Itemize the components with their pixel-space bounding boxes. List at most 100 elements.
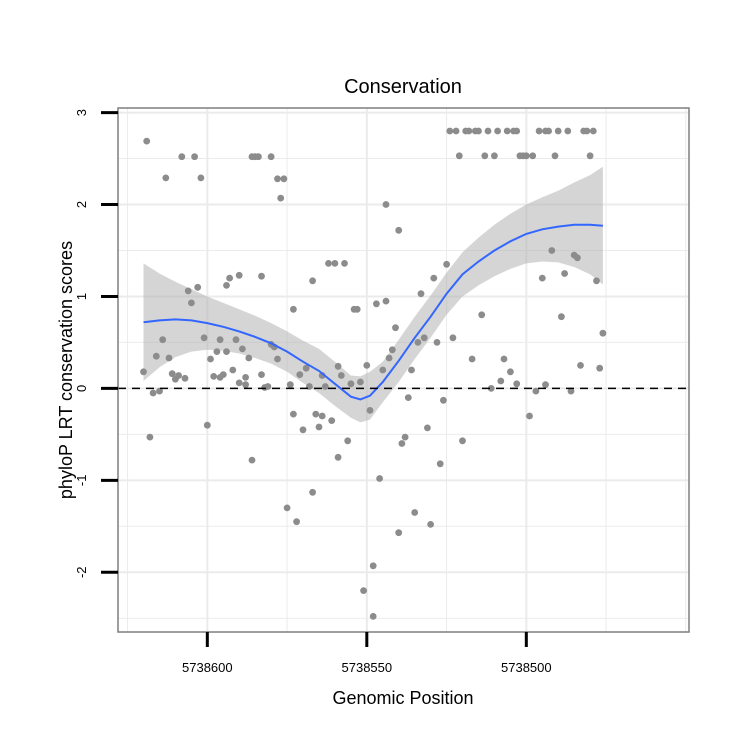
data-point bbox=[475, 127, 482, 135]
data-point bbox=[274, 175, 281, 183]
data-point bbox=[392, 324, 399, 332]
data-point bbox=[242, 381, 250, 389]
data-point bbox=[440, 396, 447, 404]
data-point bbox=[360, 587, 367, 594]
data-point bbox=[532, 387, 540, 395]
data-point bbox=[207, 355, 214, 363]
data-point bbox=[191, 153, 199, 161]
data-point bbox=[599, 329, 607, 337]
data-point bbox=[143, 137, 151, 145]
data-point bbox=[574, 254, 581, 262]
data-point bbox=[433, 339, 441, 346]
data-point bbox=[481, 152, 489, 160]
data-point bbox=[497, 377, 505, 385]
data-point bbox=[337, 372, 345, 379]
data-point bbox=[455, 152, 463, 160]
data-point bbox=[197, 174, 205, 182]
data-point bbox=[283, 504, 291, 512]
y-axis-tick-label: -2 bbox=[74, 566, 89, 578]
data-point bbox=[564, 127, 572, 135]
data-point bbox=[178, 153, 186, 161]
smooth-line bbox=[143, 223, 603, 401]
x-axis-tick-label: 5738600 bbox=[182, 660, 233, 675]
data-point bbox=[175, 372, 183, 379]
data-point bbox=[382, 201, 390, 208]
data-point bbox=[277, 194, 285, 202]
data-point bbox=[321, 383, 329, 390]
data-point bbox=[503, 127, 511, 135]
data-point bbox=[535, 127, 543, 135]
data-point bbox=[184, 287, 192, 295]
smooth-line-layer bbox=[143, 223, 603, 401]
confidence-ribbon bbox=[143, 166, 603, 423]
data-point bbox=[363, 362, 371, 369]
y-axis-label: phyloP LRT conservation scores bbox=[56, 241, 76, 499]
data-point bbox=[465, 127, 473, 135]
data-point bbox=[427, 521, 434, 528]
data-point bbox=[344, 437, 352, 445]
data-point bbox=[369, 562, 377, 570]
x-axis-label: Genomic Position bbox=[332, 688, 473, 708]
data-point bbox=[210, 373, 218, 380]
data-point bbox=[548, 247, 556, 254]
data-point bbox=[245, 354, 253, 362]
data-point bbox=[229, 366, 237, 374]
data-point bbox=[232, 336, 240, 344]
data-point bbox=[328, 417, 336, 424]
data-point bbox=[545, 127, 552, 135]
data-point bbox=[290, 305, 297, 313]
y-axis-tick-label: 2 bbox=[74, 201, 89, 208]
data-point bbox=[401, 433, 409, 441]
data-point bbox=[411, 509, 419, 516]
data-point bbox=[140, 368, 147, 376]
data-point bbox=[398, 440, 406, 447]
data-point bbox=[159, 336, 167, 344]
data-point bbox=[417, 290, 425, 298]
data-point bbox=[235, 271, 243, 279]
data-point bbox=[424, 424, 431, 432]
data-point bbox=[334, 453, 342, 461]
data-point bbox=[567, 387, 575, 395]
data-point bbox=[551, 152, 559, 160]
data-point bbox=[420, 334, 428, 342]
data-point bbox=[341, 260, 348, 267]
data-point bbox=[219, 371, 227, 378]
data-point bbox=[513, 127, 521, 135]
data-point bbox=[526, 412, 533, 420]
data-point bbox=[513, 380, 521, 388]
data-point bbox=[468, 355, 476, 363]
data-point bbox=[235, 379, 243, 387]
data-point bbox=[242, 374, 250, 381]
data-point bbox=[376, 475, 383, 482]
data-point bbox=[388, 346, 396, 354]
data-point bbox=[491, 152, 498, 160]
data-point bbox=[382, 297, 390, 305]
data-points-layer bbox=[140, 127, 607, 620]
data-point bbox=[286, 381, 294, 389]
data-point bbox=[188, 299, 195, 307]
data-point bbox=[258, 371, 265, 378]
data-point bbox=[274, 355, 281, 363]
data-point bbox=[449, 334, 457, 342]
data-point bbox=[223, 348, 230, 355]
data-point bbox=[162, 174, 170, 182]
data-point bbox=[312, 410, 320, 418]
data-point bbox=[216, 336, 224, 344]
data-point bbox=[593, 277, 600, 285]
chart-title: Conservation bbox=[344, 76, 462, 98]
data-point bbox=[296, 371, 304, 378]
data-point bbox=[542, 381, 549, 389]
data-point bbox=[379, 366, 387, 374]
data-point bbox=[459, 437, 466, 445]
data-point bbox=[395, 226, 403, 234]
data-point bbox=[302, 364, 310, 372]
data-point bbox=[561, 270, 568, 277]
data-point bbox=[484, 127, 492, 135]
data-point bbox=[500, 355, 508, 363]
data-point bbox=[331, 260, 339, 267]
data-point bbox=[309, 488, 316, 496]
data-point bbox=[152, 352, 160, 360]
data-point bbox=[325, 260, 332, 267]
data-point bbox=[223, 282, 230, 289]
data-point bbox=[577, 362, 584, 369]
